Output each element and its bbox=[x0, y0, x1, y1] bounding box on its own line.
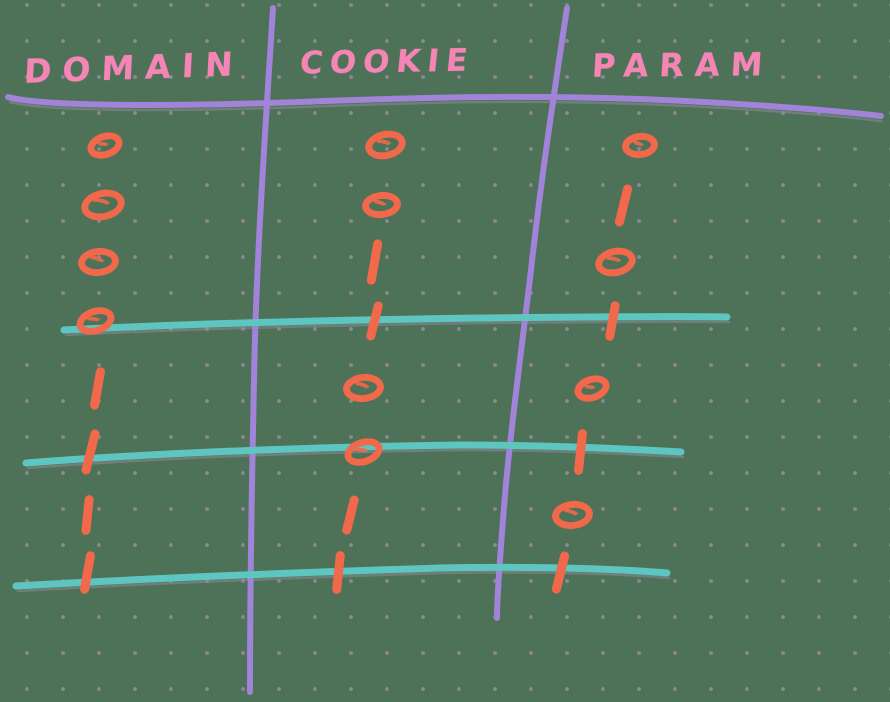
column-header-param: PARAM bbox=[590, 45, 775, 85]
row-separator-1 bbox=[60, 313, 731, 334]
column-divider-1 bbox=[247, 5, 276, 695]
column-header-cookie: COOKIE bbox=[298, 42, 477, 82]
row-separator-2 bbox=[22, 441, 685, 467]
stroke-shadows bbox=[8, 100, 883, 593]
header-underline bbox=[5, 93, 884, 119]
column-header-domain: DOMAIN bbox=[23, 44, 245, 91]
row-separator-3 bbox=[12, 563, 671, 590]
column-divider-2 bbox=[494, 5, 570, 621]
